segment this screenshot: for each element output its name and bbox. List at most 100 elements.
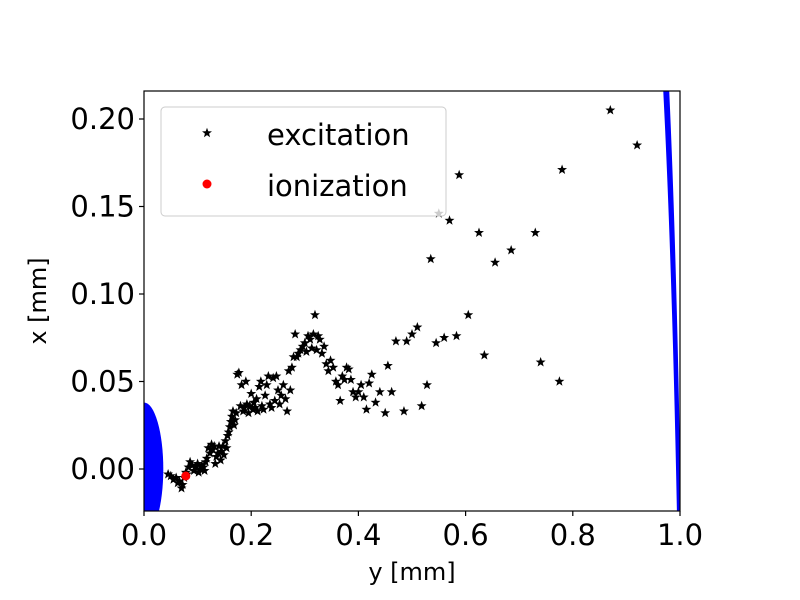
excitation-point <box>203 442 214 453</box>
excitation-point <box>399 406 409 416</box>
y-axis: 0.00 0.05 0.10 0.15 0.20 <box>70 102 144 486</box>
excitation-point <box>361 404 372 414</box>
excitation-point <box>605 105 616 115</box>
x-tick-label: 0.4 <box>335 518 381 552</box>
series-ionization <box>181 471 191 481</box>
excitation-point <box>244 400 255 411</box>
excitation-point <box>285 385 296 395</box>
legend-label-excitation: excitation <box>267 118 410 152</box>
x-tick-label: 0.0 <box>121 518 167 552</box>
excitation-point <box>229 420 239 430</box>
excitation-point <box>308 329 319 339</box>
excitation-point <box>401 336 412 346</box>
excitation-point <box>223 427 234 437</box>
excitation-point <box>269 395 280 405</box>
excitation-point <box>165 470 176 481</box>
excitation-point <box>290 329 301 339</box>
x-tick-label: 0.8 <box>550 518 596 552</box>
excitation-point <box>350 392 361 402</box>
excitation-point <box>233 367 244 377</box>
legend-dot-icon <box>202 179 212 189</box>
excitation-point <box>311 344 322 355</box>
legend-marker-ionization <box>202 179 212 189</box>
excitation-point <box>339 374 350 384</box>
y-tick-label: 0.05 <box>70 365 135 399</box>
excitation-point <box>271 371 282 381</box>
excitation-point <box>217 441 228 451</box>
excitation-point <box>305 334 316 344</box>
excitation-point <box>366 369 377 379</box>
excitation-point <box>303 330 313 341</box>
excitation-point <box>463 309 474 320</box>
excitation-point <box>201 453 212 463</box>
excitation-point <box>530 227 541 237</box>
excitation-point <box>215 455 226 465</box>
excitation-point <box>306 343 317 353</box>
excitation-point <box>374 386 385 397</box>
excitation-point <box>210 458 221 468</box>
excitation-point <box>348 386 358 397</box>
excitation-point <box>174 476 185 486</box>
excitation-point <box>226 411 237 421</box>
excitation-point <box>278 379 289 390</box>
excitation-point <box>163 469 174 479</box>
excitation-point <box>214 441 224 451</box>
excitation-point <box>356 379 367 390</box>
excitation-point <box>337 371 348 381</box>
excitation-point <box>230 414 241 425</box>
excitation-point <box>276 390 287 400</box>
excitation-point <box>425 253 436 264</box>
excitation-point <box>390 336 401 346</box>
excitation-point <box>238 406 249 416</box>
excitation-point <box>490 257 501 267</box>
excitation-point <box>439 332 450 342</box>
excitation-point <box>319 341 330 351</box>
excitation-point <box>218 449 229 460</box>
excitation-point <box>168 474 179 484</box>
excitation-point <box>386 386 397 397</box>
excitation-point <box>283 365 294 376</box>
excitation-point <box>258 404 269 414</box>
excitation-point <box>192 458 203 468</box>
excitation-point <box>177 479 188 489</box>
y-tick-label: 0.00 <box>70 452 135 486</box>
excitation-point <box>314 334 325 344</box>
excitation-point <box>273 385 283 395</box>
x-axis-label: y [mm] <box>368 558 455 586</box>
excitation-point <box>444 215 455 225</box>
excitation-point <box>213 448 223 458</box>
excitation-point <box>236 379 247 390</box>
excitation-point <box>231 407 242 418</box>
legend-box <box>160 106 447 217</box>
excitation-point <box>412 322 423 332</box>
excitation-point <box>251 393 262 404</box>
excitation-point <box>282 406 293 416</box>
excitation-point <box>228 406 238 416</box>
y-tick-label: 0.20 <box>70 102 135 136</box>
excitation-point <box>454 169 465 180</box>
excitation-point <box>535 357 546 367</box>
excitation-point <box>431 337 442 348</box>
excitation-point <box>632 140 643 150</box>
excitation-point <box>382 360 393 370</box>
legend-marker-excitation <box>202 127 212 138</box>
excitation-point <box>183 462 194 472</box>
boundary-sliver-right <box>663 91 680 511</box>
excitation-point <box>328 362 339 372</box>
excitation-point <box>222 430 233 440</box>
excitation-point <box>422 379 432 390</box>
excitation-point <box>263 371 274 381</box>
excitation-point <box>416 400 427 411</box>
excitation-point <box>196 460 207 470</box>
excitation-point <box>256 400 267 411</box>
excitation-point <box>225 416 236 426</box>
excitation-point <box>200 456 211 467</box>
excitation-point <box>268 372 279 383</box>
axes-frame <box>143 90 681 512</box>
excitation-point <box>301 346 312 356</box>
y-axis-label: x [mm] <box>24 257 52 344</box>
excitation-point <box>254 381 265 391</box>
y-tick-label: 0.15 <box>70 190 135 224</box>
excitation-point <box>265 399 275 409</box>
excitation-point <box>474 227 484 237</box>
